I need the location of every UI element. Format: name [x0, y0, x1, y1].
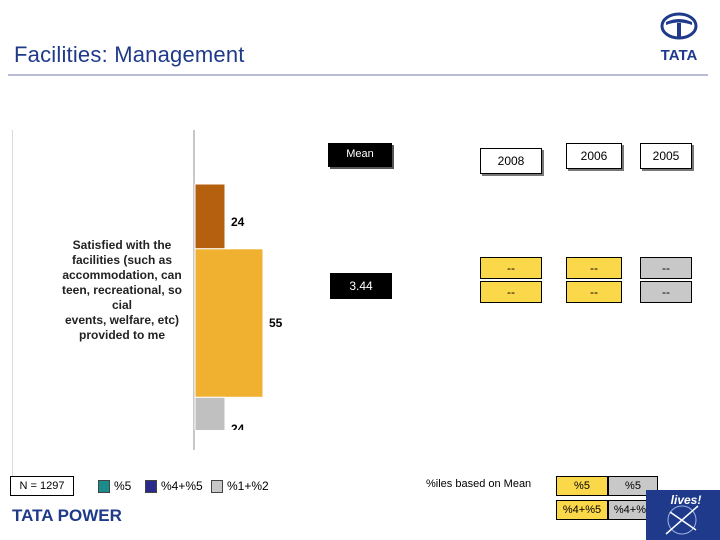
bar-segment-middle: [194, 248, 264, 398]
legend-label-45: %4+%5: [161, 479, 203, 493]
comparison-cell: --: [640, 281, 692, 303]
bar-value-label-middle: 55: [269, 316, 283, 330]
legend-swatch-5: [98, 480, 110, 493]
chart-axis-line: [193, 130, 195, 450]
tata-power-logo-icon: TATA POWER: [12, 506, 122, 525]
bar-segment-bottom: [194, 396, 226, 430]
item-label-line: accommodation, can: [62, 268, 182, 282]
badge-text: lives!: [671, 493, 702, 507]
title-divider: [8, 74, 708, 76]
item-label: Satisfied with the facilities (such as a…: [52, 238, 192, 343]
mean-value: 3.44: [330, 273, 392, 299]
comparison-cell: --: [566, 281, 622, 303]
bar-value-label-top: 24: [231, 215, 245, 229]
item-label-line: cial: [111, 298, 132, 312]
item-label-line: events, welfare, etc): [64, 313, 180, 327]
brand-text: TATA POWER: [12, 506, 122, 525]
bar-segment-top: [194, 183, 226, 250]
item-label-line: facilities (such as: [71, 253, 173, 267]
legend-swatch-45: [145, 480, 157, 493]
left-divider: [12, 130, 13, 490]
tata-logo-icon: TATA: [660, 12, 698, 64]
note-box: %5: [608, 476, 658, 496]
year-header-2005: 2005: [640, 143, 692, 169]
note-box: %4+%5: [608, 500, 658, 520]
comparison-cell: --: [480, 257, 542, 279]
page-title: Facilities: Management: [14, 42, 245, 67]
legend-swatch-12: [211, 480, 223, 493]
item-label-line: provided to me: [78, 328, 165, 342]
note-box: %4+%5: [556, 500, 608, 520]
year-header-2006: 2006: [566, 143, 622, 169]
comparison-cell: --: [566, 257, 622, 279]
year-header-2008: 2008: [480, 148, 542, 174]
tata-logo-text: TATA: [661, 47, 698, 64]
item-label-line: teen, recreational, so: [61, 283, 183, 297]
bar-value-label-bottom: 24: [231, 422, 245, 430]
item-label-line: Satisfied with the: [72, 238, 172, 252]
legend-label-5: %5: [114, 479, 132, 493]
comparison-cell: --: [640, 257, 692, 279]
note-box: %5: [556, 476, 608, 496]
comparison-cell: --: [480, 281, 542, 303]
stacked-bar-chart: 24 55 24: [194, 183, 283, 430]
lives-badge-icon: lives!: [646, 490, 720, 540]
legend-label-12: %1+%2: [227, 479, 269, 493]
mean-header: Mean: [328, 143, 392, 167]
percentile-basis-label: %iles based on Mean: [426, 478, 532, 490]
sample-size-label: N = 1297: [10, 476, 74, 496]
